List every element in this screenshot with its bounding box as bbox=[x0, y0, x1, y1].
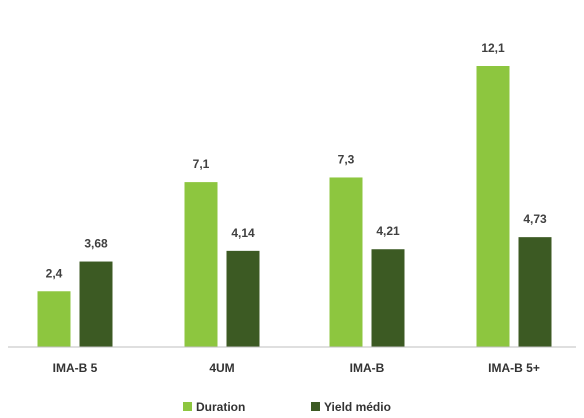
data-label-yield-medio-4um: 4,14 bbox=[231, 226, 255, 240]
x-tick-label-ima-b: IMA-B bbox=[350, 361, 385, 375]
legend-swatch-yield-medio bbox=[311, 402, 320, 411]
bar-duration-ima-b bbox=[329, 177, 363, 347]
legend-swatch-duration bbox=[183, 402, 192, 411]
bar-yield-medio-ima-b-5 bbox=[79, 261, 113, 347]
bars-layer bbox=[37, 66, 552, 347]
legend-label-duration: Duration bbox=[196, 400, 245, 414]
legend-label-yield-medio: Yield médio bbox=[324, 400, 391, 414]
data-label-duration-ima-b-5: 12,1 bbox=[481, 41, 505, 55]
data-label-yield-medio-ima-b: 4,21 bbox=[376, 224, 400, 238]
data-label-yield-medio-ima-b-5: 4,73 bbox=[523, 212, 547, 226]
bar-yield-medio-ima-b-5 bbox=[518, 237, 552, 347]
data-label-duration-4um: 7,1 bbox=[193, 157, 210, 171]
bar-duration-ima-b-5 bbox=[476, 66, 510, 347]
bar-yield-medio-ima-b bbox=[371, 249, 405, 347]
x-tick-label-ima-b-5: IMA-B 5+ bbox=[488, 361, 540, 375]
bar-duration-ima-b-5 bbox=[37, 291, 71, 347]
data-label-duration-ima-b-5: 2,4 bbox=[46, 266, 63, 280]
bar-yield-medio-4um bbox=[226, 250, 260, 347]
data-label-duration-ima-b: 7,3 bbox=[338, 152, 355, 166]
bar-duration-4um bbox=[184, 182, 218, 347]
data-label-yield-medio-ima-b-5: 3,68 bbox=[84, 237, 108, 251]
x-tick-label-ima-b-5: IMA-B 5 bbox=[53, 361, 98, 375]
x-tick-labels: IMA-B 5 4UM IMA-B IMA-B 5+ bbox=[53, 361, 540, 375]
x-tick-label-4um: 4UM bbox=[209, 361, 234, 375]
legend: Duration Yield médio bbox=[183, 400, 391, 414]
data-labels-layer: 2,4 3,68 7,1 4,14 7,3 4,21 12,1 4,73 bbox=[46, 41, 547, 280]
